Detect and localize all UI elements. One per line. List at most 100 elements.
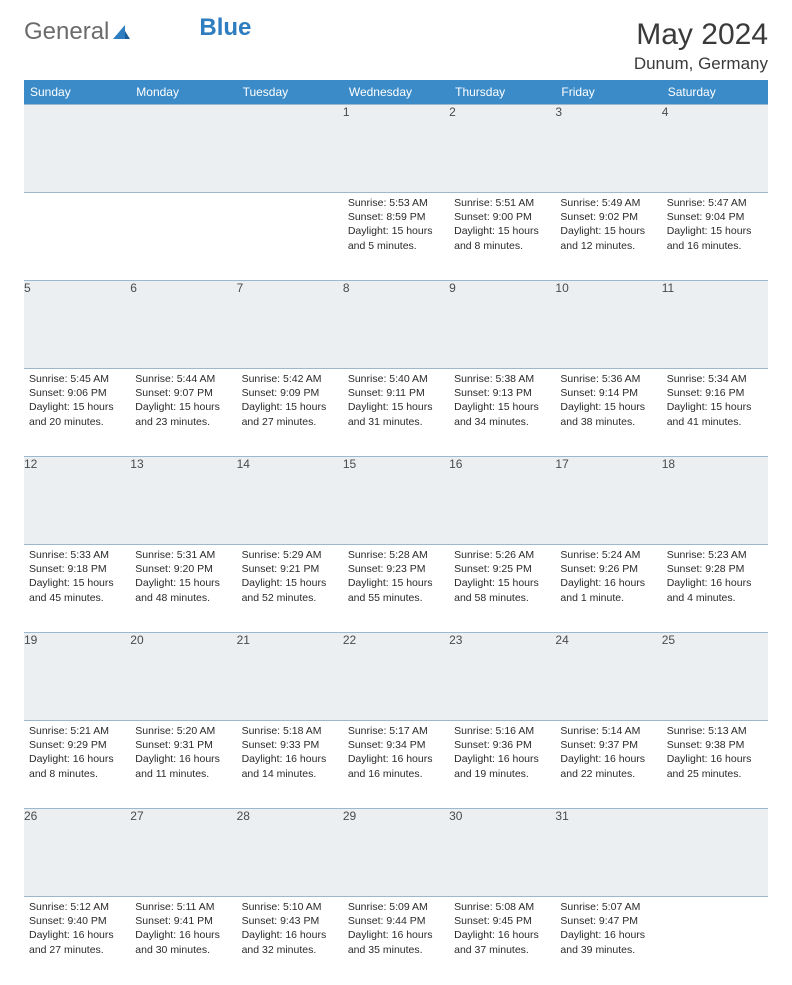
sunrise-text: Sunrise: 5:49 AM [560,196,656,210]
day-body-cell: Sunrise: 5:24 AMSunset: 9:26 PMDaylight:… [555,545,661,633]
day-body-row: Sunrise: 5:45 AMSunset: 9:06 PMDaylight:… [24,369,768,457]
sunrise-text: Sunrise: 5:47 AM [667,196,763,210]
day-number-cell: 26 [24,809,130,897]
day-number-cell: 20 [130,633,236,721]
logo-text-1: General [24,18,109,46]
day-content: Sunrise: 5:29 AMSunset: 9:21 PMDaylight:… [237,545,343,609]
sunrise-text: Sunrise: 5:34 AM [667,372,763,386]
sunset-text: Sunset: 9:29 PM [29,738,125,752]
title-block: May 2024 Dunum, Germany [634,18,768,74]
sunrise-text: Sunrise: 5:23 AM [667,548,763,562]
day-content: Sunrise: 5:21 AMSunset: 9:29 PMDaylight:… [24,721,130,785]
day-content: Sunrise: 5:49 AMSunset: 9:02 PMDaylight:… [555,193,661,257]
sunset-text: Sunset: 9:07 PM [135,386,231,400]
dayname-header: Saturday [662,80,768,105]
sunset-text: Sunset: 9:38 PM [667,738,763,752]
day-content: Sunrise: 5:44 AMSunset: 9:07 PMDaylight:… [130,369,236,433]
day-number-row: 262728293031 [24,809,768,897]
sunset-text: Sunset: 9:37 PM [560,738,656,752]
day-number-cell: 24 [555,633,661,721]
dayname-header: Sunday [24,80,130,105]
day-content: Sunrise: 5:11 AMSunset: 9:41 PMDaylight:… [130,897,236,961]
dayname-header: Tuesday [237,80,343,105]
sunset-text: Sunset: 9:21 PM [242,562,338,576]
day-number-cell: 14 [237,457,343,545]
day-number-row: 12131415161718 [24,457,768,545]
sunrise-text: Sunrise: 5:29 AM [242,548,338,562]
daylight-text: Daylight: 16 hours and 4 minutes. [667,576,763,604]
day-body-cell: Sunrise: 5:18 AMSunset: 9:33 PMDaylight:… [237,721,343,809]
sunrise-text: Sunrise: 5:09 AM [348,900,444,914]
day-content: Sunrise: 5:13 AMSunset: 9:38 PMDaylight:… [662,721,768,785]
daylight-text: Daylight: 15 hours and 20 minutes. [29,400,125,428]
day-content: Sunrise: 5:45 AMSunset: 9:06 PMDaylight:… [24,369,130,433]
day-content: Sunrise: 5:28 AMSunset: 9:23 PMDaylight:… [343,545,449,609]
day-body-cell: Sunrise: 5:53 AMSunset: 8:59 PMDaylight:… [343,193,449,281]
day-content: Sunrise: 5:10 AMSunset: 9:43 PMDaylight:… [237,897,343,961]
day-number-cell: 7 [237,281,343,369]
day-number-cell: 8 [343,281,449,369]
day-body-cell: Sunrise: 5:10 AMSunset: 9:43 PMDaylight:… [237,897,343,985]
day-content: Sunrise: 5:09 AMSunset: 9:44 PMDaylight:… [343,897,449,961]
day-number-cell [662,809,768,897]
day-body-row: Sunrise: 5:53 AMSunset: 8:59 PMDaylight:… [24,193,768,281]
day-content: Sunrise: 5:34 AMSunset: 9:16 PMDaylight:… [662,369,768,433]
day-content: Sunrise: 5:33 AMSunset: 9:18 PMDaylight:… [24,545,130,609]
sunset-text: Sunset: 9:00 PM [454,210,550,224]
day-body-cell [24,193,130,281]
day-content: Sunrise: 5:23 AMSunset: 9:28 PMDaylight:… [662,545,768,609]
day-body-cell: Sunrise: 5:51 AMSunset: 9:00 PMDaylight:… [449,193,555,281]
day-content: Sunrise: 5:07 AMSunset: 9:47 PMDaylight:… [555,897,661,961]
day-number-cell: 17 [555,457,661,545]
sunrise-text: Sunrise: 5:42 AM [242,372,338,386]
daylight-text: Daylight: 15 hours and 23 minutes. [135,400,231,428]
sunset-text: Sunset: 9:41 PM [135,914,231,928]
day-body-cell: Sunrise: 5:33 AMSunset: 9:18 PMDaylight:… [24,545,130,633]
day-number-cell: 5 [24,281,130,369]
calendar-table: SundayMondayTuesdayWednesdayThursdayFrid… [24,80,768,985]
day-body-cell: Sunrise: 5:28 AMSunset: 9:23 PMDaylight:… [343,545,449,633]
day-number-cell: 15 [343,457,449,545]
dayname-row: SundayMondayTuesdayWednesdayThursdayFrid… [24,80,768,105]
day-body-cell: Sunrise: 5:21 AMSunset: 9:29 PMDaylight:… [24,721,130,809]
day-number-cell: 3 [555,105,661,193]
daylight-text: Daylight: 15 hours and 8 minutes. [454,224,550,252]
sunrise-text: Sunrise: 5:38 AM [454,372,550,386]
day-body-cell: Sunrise: 5:38 AMSunset: 9:13 PMDaylight:… [449,369,555,457]
sunset-text: Sunset: 9:14 PM [560,386,656,400]
day-number-cell: 2 [449,105,555,193]
day-body-row: Sunrise: 5:21 AMSunset: 9:29 PMDaylight:… [24,721,768,809]
sunrise-text: Sunrise: 5:17 AM [348,724,444,738]
sunset-text: Sunset: 9:31 PM [135,738,231,752]
day-body-cell: Sunrise: 5:08 AMSunset: 9:45 PMDaylight:… [449,897,555,985]
month-title: May 2024 [634,18,768,52]
sunset-text: Sunset: 9:16 PM [667,386,763,400]
sunset-text: Sunset: 9:28 PM [667,562,763,576]
daylight-text: Daylight: 16 hours and 19 minutes. [454,752,550,780]
day-body-cell: Sunrise: 5:20 AMSunset: 9:31 PMDaylight:… [130,721,236,809]
daylight-text: Daylight: 16 hours and 11 minutes. [135,752,231,780]
day-number-row: 1234 [24,105,768,193]
sunrise-text: Sunrise: 5:45 AM [29,372,125,386]
day-body-cell: Sunrise: 5:14 AMSunset: 9:37 PMDaylight:… [555,721,661,809]
day-body-row: Sunrise: 5:12 AMSunset: 9:40 PMDaylight:… [24,897,768,985]
daylight-text: Daylight: 15 hours and 58 minutes. [454,576,550,604]
sunrise-text: Sunrise: 5:40 AM [348,372,444,386]
sunset-text: Sunset: 9:25 PM [454,562,550,576]
sunrise-text: Sunrise: 5:26 AM [454,548,550,562]
day-number-cell: 18 [662,457,768,545]
day-content: Sunrise: 5:31 AMSunset: 9:20 PMDaylight:… [130,545,236,609]
day-body-cell [662,897,768,985]
dayname-header: Monday [130,80,236,105]
sunset-text: Sunset: 9:45 PM [454,914,550,928]
day-body-cell: Sunrise: 5:09 AMSunset: 9:44 PMDaylight:… [343,897,449,985]
sunset-text: Sunset: 9:47 PM [560,914,656,928]
day-content: Sunrise: 5:42 AMSunset: 9:09 PMDaylight:… [237,369,343,433]
sunset-text: Sunset: 9:20 PM [135,562,231,576]
sunset-text: Sunset: 9:09 PM [242,386,338,400]
day-number-cell: 4 [662,105,768,193]
day-body-cell: Sunrise: 5:36 AMSunset: 9:14 PMDaylight:… [555,369,661,457]
day-number-cell: 10 [555,281,661,369]
daylight-text: Daylight: 15 hours and 5 minutes. [348,224,444,252]
sunset-text: Sunset: 9:23 PM [348,562,444,576]
